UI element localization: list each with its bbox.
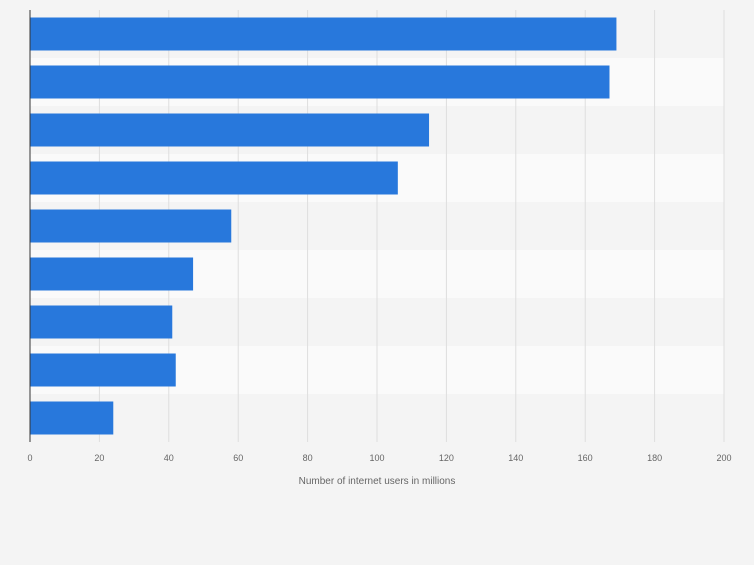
x-tick-label: 60 — [233, 453, 243, 463]
x-tick-label: 180 — [647, 453, 662, 463]
x-tick-label: 100 — [369, 453, 384, 463]
bar[interactable] — [30, 65, 610, 99]
bar[interactable] — [30, 353, 176, 387]
bar[interactable] — [30, 113, 430, 147]
x-axis-label: Number of internet users in millions — [299, 476, 456, 487]
x-tick-label: 20 — [94, 453, 104, 463]
x-tick-labels: 0 20 40 60 80 100 120 140 160 180 200 — [27, 453, 731, 463]
bar[interactable] — [30, 209, 232, 243]
x-tick-label: 200 — [716, 453, 731, 463]
x-tick-label: 0 — [27, 453, 32, 463]
bar[interactable] — [30, 257, 194, 291]
x-tick-label: 80 — [303, 453, 313, 463]
x-tick-label: 140 — [508, 453, 523, 463]
bar[interactable] — [30, 17, 617, 51]
x-tick-label: 160 — [578, 453, 593, 463]
x-tick-label: 40 — [164, 453, 174, 463]
bars — [30, 17, 617, 435]
x-tick-label: 120 — [439, 453, 454, 463]
bar[interactable] — [30, 305, 173, 339]
bar[interactable] — [30, 401, 114, 435]
bar[interactable] — [30, 161, 398, 195]
